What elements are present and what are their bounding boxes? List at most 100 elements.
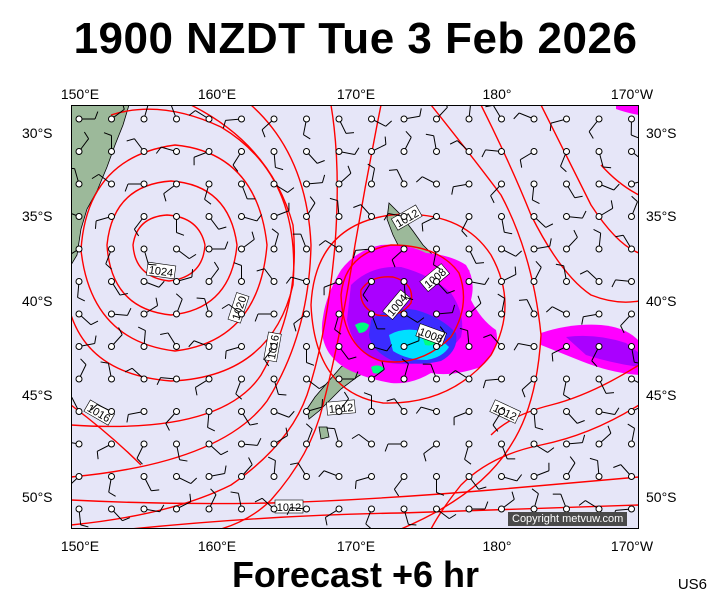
wind-barb-feather bbox=[80, 524, 89, 528]
rain-area-northeast bbox=[616, 105, 639, 115]
wind-barb-station bbox=[368, 408, 375, 415]
wind-barb-feather bbox=[213, 261, 220, 269]
wind-barb-feather bbox=[504, 231, 513, 235]
wind-barb-station bbox=[238, 375, 245, 383]
wind-barb-feather bbox=[303, 134, 311, 140]
wind-barb-station bbox=[140, 310, 148, 318]
wind-barb-feather bbox=[492, 424, 499, 432]
wind-barb-feather bbox=[620, 325, 625, 334]
wind-barb-feather bbox=[108, 491, 116, 497]
wind-barb-station bbox=[628, 473, 635, 480]
wind-barb-station bbox=[238, 148, 245, 155]
wind-barb-station bbox=[433, 278, 440, 285]
lon-label-180-top: 180° bbox=[482, 86, 512, 102]
wind-barb-feather bbox=[545, 223, 554, 228]
wind-barb-feather bbox=[385, 120, 393, 127]
wind-barb-station bbox=[205, 278, 213, 285]
wind-barb-feather bbox=[573, 229, 578, 238]
wind-barb-station bbox=[303, 343, 310, 350]
wind-barb-station bbox=[270, 278, 278, 285]
isobar-e3 bbox=[540, 105, 639, 254]
lat-label-40s-right: 40°S bbox=[646, 293, 677, 309]
lat-label-40s-left: 40°S bbox=[22, 293, 53, 309]
wind-barb-feather bbox=[614, 407, 620, 415]
wind-barb-feather bbox=[581, 434, 586, 443]
wind-barb-station bbox=[563, 440, 570, 448]
wind-barb-station bbox=[173, 115, 180, 123]
wind-barb-feather bbox=[285, 276, 292, 284]
map-title: 1900 NZDT Tue 3 Feb 2026 bbox=[73, 14, 638, 63]
wind-barb-feather bbox=[306, 362, 315, 366]
isobar-e6 bbox=[430, 404, 639, 529]
wind-barb-feather bbox=[191, 269, 194, 278]
wind-barb-feather bbox=[80, 358, 87, 365]
wind-barb-station bbox=[108, 310, 115, 318]
wind-barb-feather bbox=[579, 270, 588, 275]
wind-barb-station bbox=[498, 180, 505, 188]
wind-barb-station bbox=[563, 180, 570, 188]
wind-barb-station bbox=[108, 245, 115, 253]
wind-barb-station bbox=[433, 505, 440, 513]
wind-barb-feather bbox=[287, 187, 295, 193]
wind-barb-feather bbox=[417, 317, 425, 323]
wind-barb-station bbox=[140, 473, 148, 480]
wind-barb-station bbox=[303, 310, 310, 318]
wind-barb-station bbox=[140, 278, 148, 285]
wind-barb-station bbox=[400, 115, 408, 123]
wind-barb-feather bbox=[165, 423, 170, 431]
wind-barb-station bbox=[108, 408, 115, 415]
wind-barb-feather bbox=[384, 443, 389, 452]
wind-barb-station bbox=[628, 310, 635, 318]
wind-barb-station bbox=[400, 440, 408, 448]
wind-barb-station bbox=[465, 245, 473, 253]
lon-label-150e-bottom: 150°E bbox=[60, 538, 100, 554]
wind-barb-feather bbox=[475, 262, 485, 264]
wind-barb-station bbox=[335, 473, 343, 480]
wind-barb-station bbox=[173, 505, 180, 513]
wind-barb-station bbox=[530, 375, 538, 383]
wind-barb-feather bbox=[459, 327, 468, 332]
wind-barb-feather bbox=[415, 176, 423, 183]
wind-barb-station bbox=[303, 505, 310, 513]
wind-barb-feather bbox=[218, 226, 227, 230]
wind-barb-station bbox=[530, 245, 538, 253]
copyright-notice: Copyright metvuw.com bbox=[508, 512, 628, 526]
rain-area-moderate-east bbox=[566, 335, 639, 367]
wind-barb-station bbox=[465, 148, 473, 155]
wind-barb-feather bbox=[318, 240, 326, 246]
stewart-island-land bbox=[318, 426, 330, 440]
wind-barb-station bbox=[595, 375, 603, 383]
wind-barb-feather bbox=[578, 500, 586, 506]
wind-barb-station bbox=[270, 115, 278, 123]
wind-barb-station bbox=[433, 440, 440, 448]
isobars bbox=[71, 105, 639, 529]
wind-barb-station bbox=[400, 180, 408, 188]
wind-barb-feather bbox=[445, 105, 448, 108]
lat-label-50s-left: 50°S bbox=[22, 489, 53, 505]
wind-barb-station bbox=[205, 180, 213, 188]
wind-barb-feather bbox=[482, 380, 487, 389]
wind-barb-station bbox=[530, 343, 538, 350]
wind-barb-station bbox=[595, 180, 603, 188]
wind-barb-station bbox=[628, 180, 635, 188]
wind-barb-feather bbox=[91, 173, 99, 180]
wind-barb-feather bbox=[577, 420, 585, 424]
lon-label-170e-top: 170°E bbox=[336, 86, 376, 102]
wind-barb-station bbox=[335, 440, 343, 448]
wind-barb-station bbox=[238, 245, 245, 253]
wind-barb-station bbox=[140, 440, 148, 448]
isobar-low-1012 bbox=[310, 213, 506, 404]
wind-barb-feather bbox=[519, 159, 523, 168]
isobar-e5 bbox=[490, 364, 639, 436]
wind-barb-feather bbox=[126, 414, 129, 423]
wind-barb-station bbox=[140, 245, 148, 253]
wind-barb-feather bbox=[589, 457, 598, 462]
wind-barb-station bbox=[400, 245, 408, 253]
wind-barb-station bbox=[563, 408, 570, 415]
wind-barb-feather bbox=[288, 410, 295, 418]
wind-barb-station bbox=[75, 343, 83, 350]
wind-barb-feather bbox=[560, 165, 567, 173]
wind-barb-feather bbox=[511, 491, 515, 500]
wind-barb-feather bbox=[159, 504, 165, 513]
wind-barb-station bbox=[108, 343, 115, 350]
